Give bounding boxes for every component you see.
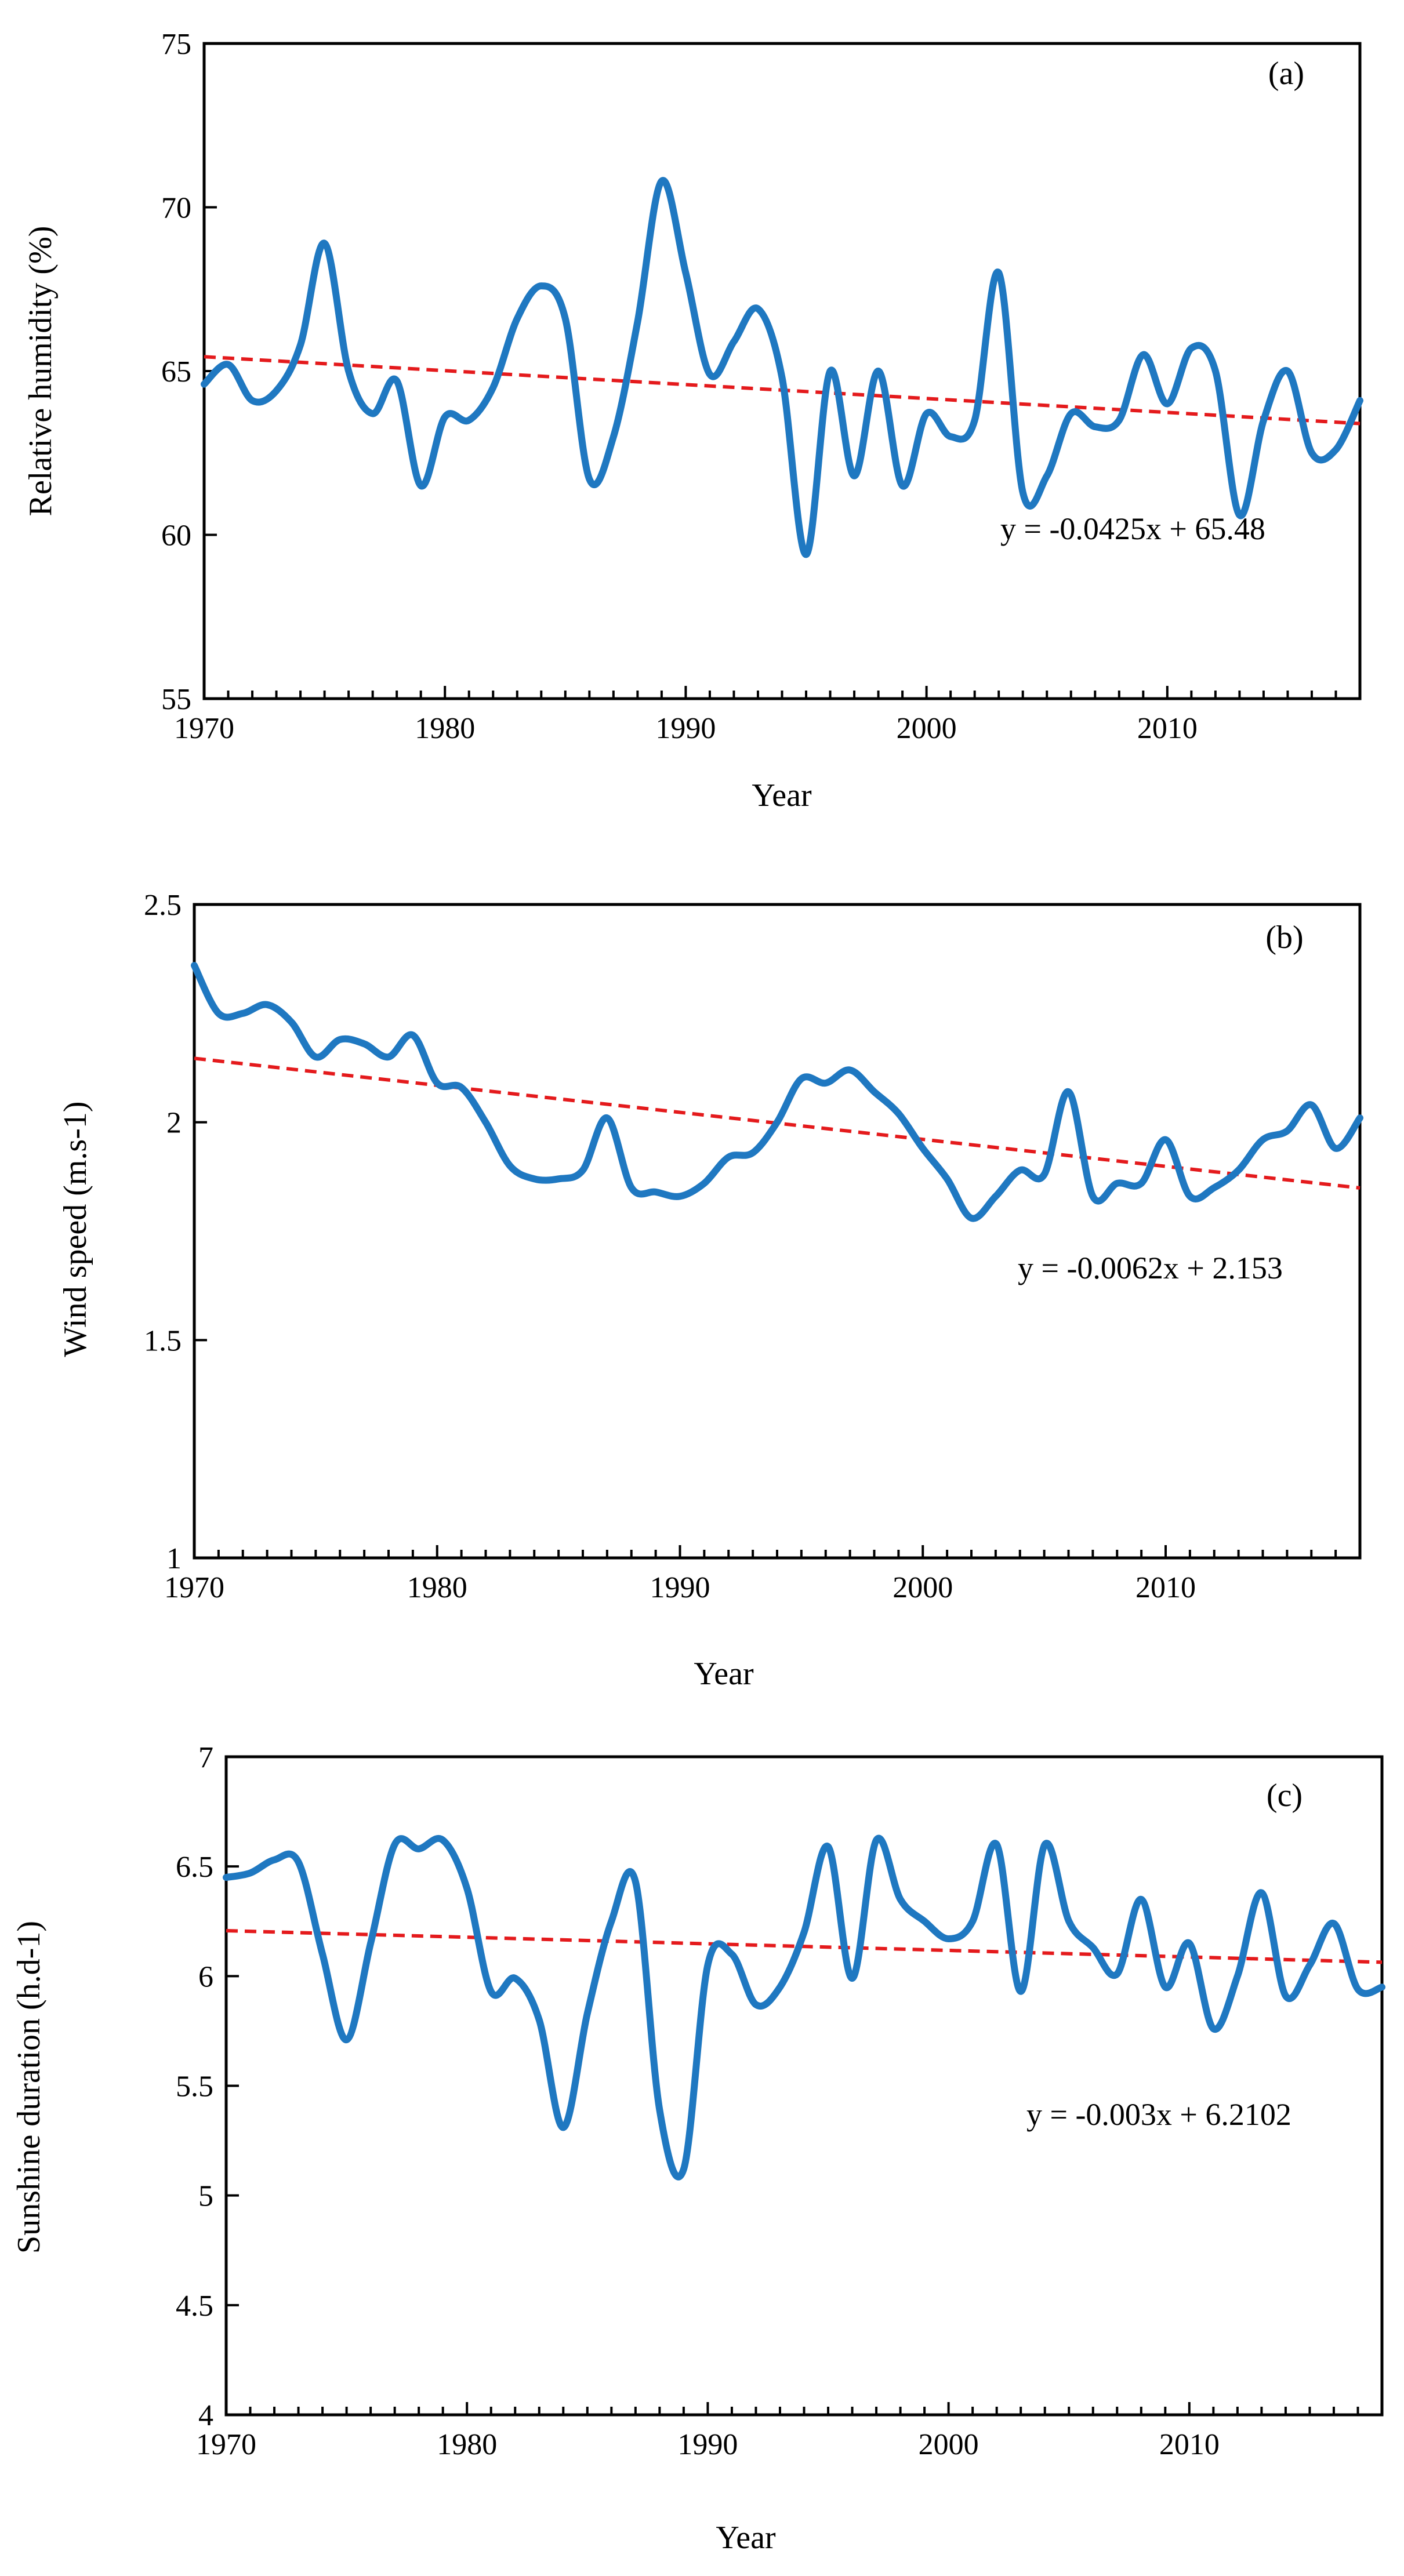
chart-panel-wind-speed: (b) Year Wind speed (m.s-1) y = -0.0062x… [57,889,1363,1692]
x-tick-label: 1980 [407,1571,467,1604]
x-tick-label: 1970 [174,712,234,745]
y-tick-label: 4 [198,2399,213,2432]
x-axis-label: Year [694,1656,754,1692]
x-tick-label: 1970 [196,2428,256,2461]
chart-panel-relative-humidity: (a) Year Relative humidity (%) y = -0.04… [23,28,1363,813]
trendline-equation: y = -0.003x + 6.2102 [1026,2097,1291,2132]
y-tick-label: 55 [161,683,191,716]
y-tick-label: 2 [166,1107,182,1140]
x-tick-label: 2000 [919,2428,979,2461]
y-tick-label: 6 [198,1960,213,1993]
x-tick-label: 2010 [1159,2428,1220,2461]
panel-label: (c) [1267,1778,1303,1814]
x-axis-label: Year [752,777,812,813]
y-tick-label: 75 [161,28,191,61]
series-line [223,1834,1385,2181]
panel-label: (b) [1265,920,1303,955]
y-tick-label: 2.5 [144,889,182,922]
y-tick-label: 1.5 [144,1324,182,1357]
y-tick-label: 5.5 [176,2070,213,2103]
y-tick-label: 6.5 [176,1851,213,1884]
x-tick-label: 2000 [893,1571,953,1604]
y-tick-label: 65 [161,355,191,388]
y-axis-label: Relative humidity (%) [23,226,59,517]
plot-frame [224,1755,1384,2417]
series-line [201,177,1363,558]
y-axis-label: Sunshine duration (h.d-1) [11,1921,47,2254]
y-tick-label: 5 [198,2180,213,2213]
x-tick-label: 1980 [415,712,475,745]
trendline-equation: y = -0.0062x + 2.153 [1018,1251,1283,1285]
panel-label: (a) [1268,56,1304,92]
x-tick-label: 2010 [1137,712,1198,745]
x-tick-label: 2000 [897,712,957,745]
series-line [191,962,1363,1222]
trendline-equation: y = -0.0425x + 65.48 [1000,511,1265,546]
y-axis-label: Wind speed (m.s-1) [57,1102,93,1357]
y-tick-label: 60 [161,519,191,553]
x-tick-label: 1990 [677,2428,738,2461]
tick-group: 1970 1980 1990 2000 2010 1 1.5 2 2.5 [144,889,1361,1604]
x-tick-label: 2010 [1135,1571,1196,1604]
tick-group: 1970 1980 1990 2000 2010 4 4.5 5 5.5 6 6.5 7 [176,1741,1383,2461]
x-tick-label: 1980 [437,2428,497,2461]
tick-group: 1970 1980 1990 2000 2010 55 60 65 70 75 [161,28,1361,745]
x-tick-label: 1990 [655,712,716,745]
chart-panel-sunshine-duration: (c) Year Sunshine duration (h.d-1) y = -… [11,1741,1385,2556]
y-tick-label: 70 [161,192,191,225]
y-tick-label: 7 [198,1741,213,1774]
x-tick-label: 1990 [650,1571,710,1604]
x-axis-label: Year [716,2520,776,2556]
y-tick-label: 1 [166,1542,182,1575]
plot-frame [193,903,1362,1560]
trendline [226,1928,1383,1964]
y-tick-label: 4.5 [176,2290,213,2323]
x-tick-label: 1970 [164,1571,224,1604]
